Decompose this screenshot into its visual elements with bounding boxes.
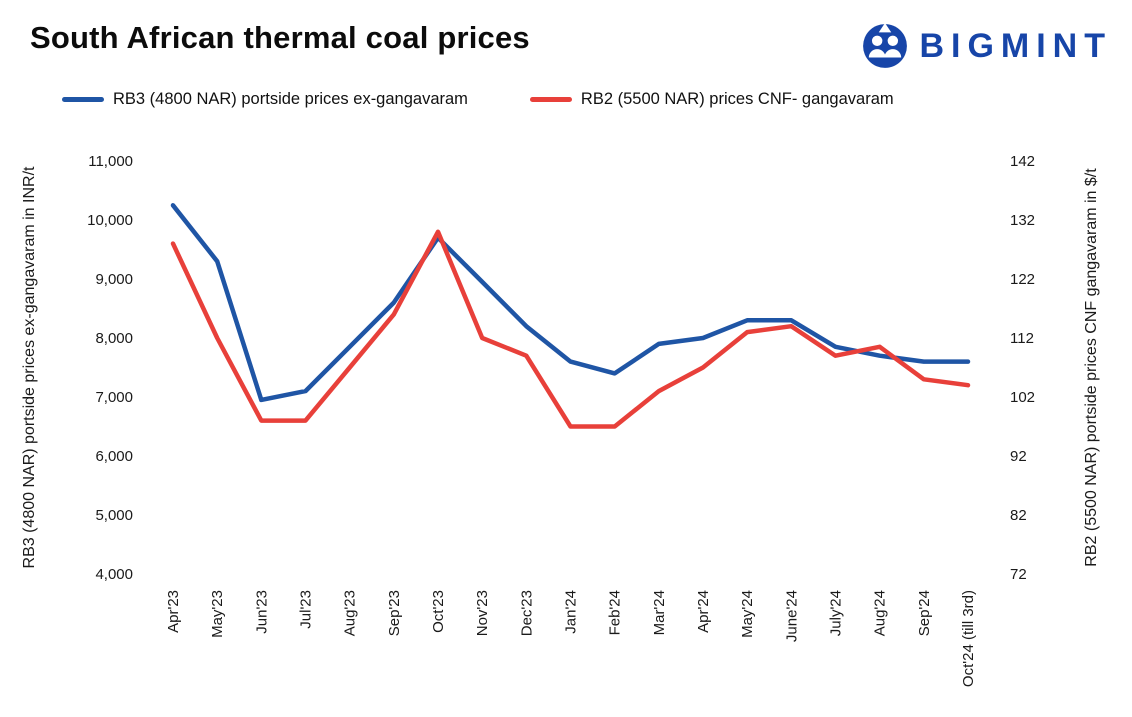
legend-label-rb3: RB3 (4800 NAR) portside prices ex-gangav… xyxy=(113,90,468,108)
left-axis-tick-label: 4,000 xyxy=(95,566,133,583)
page-title: South African thermal coal prices xyxy=(30,20,530,55)
legend-label-rb2: RB2 (5500 NAR) prices CNF- gangavaram xyxy=(580,90,894,108)
x-axis-label: Jan'24 xyxy=(563,590,580,634)
x-axis-label: July'24 xyxy=(828,590,845,636)
x-axis-label: Jun'23 xyxy=(253,590,270,634)
x-axis-label: May'24 xyxy=(739,590,756,638)
rb2-price-line xyxy=(170,229,971,429)
x-axis-label: Mar'24 xyxy=(651,590,668,635)
rb3-line-swatch xyxy=(62,97,104,102)
left-axis-tick-label: 6,000 xyxy=(95,448,133,465)
right-axis-tick-label: 122 xyxy=(1010,271,1035,288)
rb2-line-swatch xyxy=(529,97,572,102)
left-axis-title: RB3 (4800 NAR) portside prices ex-gangav… xyxy=(21,166,38,569)
x-axis-label: Apr'24 xyxy=(695,590,712,633)
right-axis-tick-label: 92 xyxy=(1010,448,1027,465)
left-axis-tick-label: 11,000 xyxy=(88,153,133,170)
x-axis-label: Aug'23 xyxy=(342,590,359,636)
left-axis-tick-label: 5,000 xyxy=(95,507,133,524)
x-axis-label: June'24 xyxy=(783,590,800,642)
x-axis-label: Apr'23 xyxy=(165,590,182,633)
right-axis-tick-label: 102 xyxy=(1010,389,1035,406)
right-axis-tick-label: 72 xyxy=(1010,566,1027,583)
x-axis-label: Jul'23 xyxy=(298,590,315,629)
bigmint-logo-icon xyxy=(863,23,908,68)
bigmint-logo-text: BIGMINT xyxy=(919,26,1112,65)
x-axis-label: Oct'24 (till 3rd) xyxy=(960,590,977,687)
right-axis-title: RB2 (5500 NAR) portside prices CNF ganga… xyxy=(1083,168,1100,567)
right-axis-tick-label: 112 xyxy=(1010,330,1034,347)
x-axis-label: Feb'24 xyxy=(607,590,624,635)
x-axis-label: Nov'23 xyxy=(474,590,491,636)
legend-item-rb2: RB2 (5500 NAR) prices CNF- gangavaram xyxy=(529,90,894,109)
chart-legend: RB3 (4800 NAR) portside prices ex-gangav… xyxy=(0,70,1132,109)
left-axis-tick-label: 8,000 xyxy=(95,330,133,347)
price-chart-svg: 4,000 5,000 6,000 7,000 8,000 9,000 10,000 11,0… xyxy=(21,153,1100,687)
bigmint-logo: BIGMINT xyxy=(861,22,1116,70)
x-axis-label: Sep'23 xyxy=(386,590,403,636)
legend-item-rb3: RB3 (4800 NAR) portside prices ex-gangav… xyxy=(62,90,468,109)
right-axis-tick-label: 132 xyxy=(1010,212,1035,229)
left-axis-tick-label: 9,000 xyxy=(95,271,133,288)
x-axis-label: Dec'23 xyxy=(518,590,535,636)
page-header: South African thermal coal prices BIGMIN… xyxy=(0,0,1132,70)
left-axis-tick-label: 7,000 xyxy=(95,389,133,406)
line-chart: 4,000 5,000 6,000 7,000 8,000 9,000 10,000 11,0… xyxy=(0,119,1132,713)
right-axis-tick-label: 142 xyxy=(1010,153,1035,170)
rb3-price-line xyxy=(170,203,971,403)
x-axis-label: Oct'23 xyxy=(430,590,447,633)
x-axis-label: May'23 xyxy=(209,590,226,638)
left-axis-tick-label: 10,000 xyxy=(87,212,133,229)
x-axis-label: Sep'24 xyxy=(916,590,933,636)
right-axis-tick-label: 82 xyxy=(1010,507,1027,524)
x-axis-label: Aug'24 xyxy=(872,590,889,636)
